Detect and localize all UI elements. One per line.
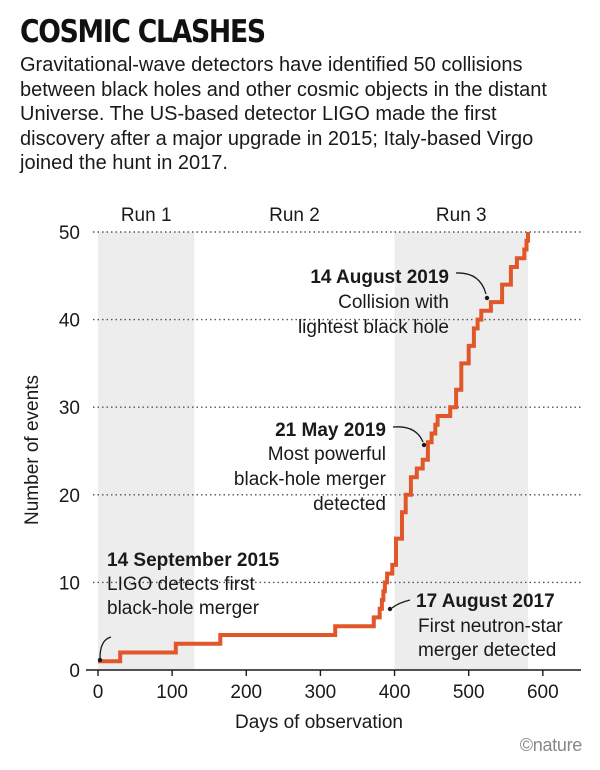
annotation-date-lightest-bh: 14 August 2019	[310, 267, 449, 288]
annotation-text-neutron-star-merger-2: merger detected	[418, 640, 556, 661]
y-tick-40: 40	[59, 311, 80, 332]
y-tick-30: 30	[59, 398, 80, 419]
chart-title: COSMIC CLASHES	[20, 14, 266, 50]
annotation-date-neutron-star-merger: 17 August 2017	[416, 591, 555, 612]
y-axis-label: Number of events	[22, 375, 43, 525]
annotation-text-lightest-bh-2: lightest black hole	[298, 317, 449, 338]
arrow-neutron-star-merger-head	[387, 606, 393, 612]
run-label-1: Run 1	[121, 205, 172, 226]
x-axis-label: Days of observation	[235, 712, 403, 733]
annotation-text-most-powerful-3: detected	[313, 494, 386, 515]
x-tick-500: 500	[453, 682, 485, 703]
arrow-neutron-star-merger	[391, 599, 411, 609]
run-band-1	[98, 232, 195, 670]
arrow-first-bh-merger	[99, 636, 112, 659]
annotation-text-lightest-bh-1: Collision with	[338, 292, 449, 313]
series-line-0	[98, 232, 530, 664]
y-tick-20: 20	[59, 486, 80, 507]
annotation-text-neutron-star-merger-1: First neutron-star	[418, 616, 563, 637]
y-tick-10: 10	[59, 573, 80, 594]
annotation-text-first-bh-merger-2: black-hole merger	[107, 598, 260, 619]
y-tick-50: 50	[59, 223, 80, 244]
nature-credit: ©nature	[519, 735, 583, 755]
arrow-lightest-bh-head	[484, 295, 490, 301]
x-tick-600: 600	[527, 682, 559, 703]
x-tick-0: 0	[93, 682, 104, 703]
annotation-text-most-powerful-2: black-hole merger	[234, 469, 387, 490]
x-tick-100: 100	[156, 682, 188, 703]
arrow-lightest-bh	[455, 272, 487, 295]
x-tick-200: 200	[230, 682, 262, 703]
run-band-3	[394, 232, 528, 670]
run-label-3: Run 3	[436, 205, 487, 226]
x-tick-400: 400	[379, 682, 411, 703]
annotation-text-first-bh-merger-1: LIGO detects first	[107, 574, 256, 595]
annotation-date-most-powerful: 21 May 2019	[275, 420, 386, 441]
annotation-text-most-powerful-1: Most powerful	[268, 444, 386, 465]
arrow-first-bh-merger-head	[97, 657, 103, 663]
run-label-2: Run 2	[269, 205, 320, 226]
x-tick-300: 300	[305, 682, 337, 703]
chart-subtitle: Gravitational-wave detectors have identi…	[20, 54, 547, 174]
arrow-most-powerful-head	[421, 442, 427, 448]
arrow-most-powerful	[392, 426, 424, 443]
annotation-date-first-bh-merger: 14 September 2015	[107, 550, 280, 571]
y-tick-0: 0	[69, 661, 80, 682]
